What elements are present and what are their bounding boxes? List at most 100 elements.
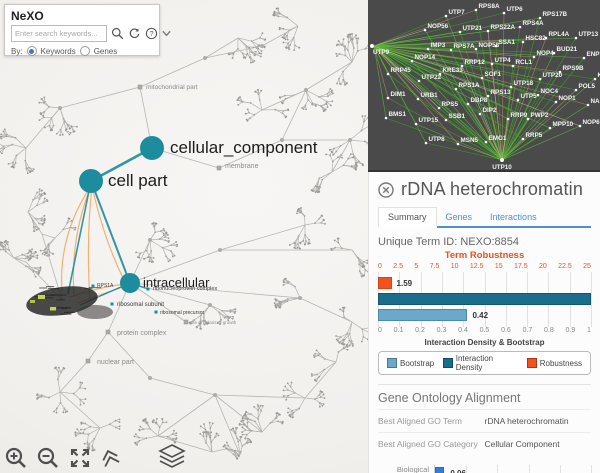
- gene-label[interactable]: UTP21: [463, 25, 483, 32]
- term-node[interactable]: [183, 319, 189, 325]
- gene-node[interactable]: [444, 14, 448, 18]
- gene-node[interactable]: [502, 11, 506, 15]
- gene-node[interactable]: [526, 117, 530, 121]
- gene-node[interactable]: [456, 142, 460, 146]
- gene-node[interactable]: [454, 87, 458, 91]
- gene-node[interactable]: [554, 100, 558, 104]
- gene-label[interactable]: RCL1: [516, 59, 533, 66]
- gene-node[interactable]: [593, 77, 597, 81]
- gene-label[interactable]: UTP9: [373, 49, 390, 56]
- gene-label[interactable]: BUD21: [557, 46, 578, 53]
- gene-label[interactable]: NOP1: [559, 95, 577, 102]
- gene-node[interactable]: [574, 88, 578, 92]
- tab-genes[interactable]: Genes: [445, 212, 473, 222]
- gene-network-canvas[interactable]: UTP9 UTP7 RPS8A UTP6 RPS17B NOP56 UTP21 RPS22A R…: [368, 0, 600, 171]
- gene-node[interactable]: [478, 112, 482, 116]
- gene-label[interactable]: SSA1: [499, 39, 516, 46]
- term-label[interactable]: cell part: [108, 171, 168, 190]
- gene-label[interactable]: RPS1A: [459, 82, 480, 89]
- gene-label[interactable]: ENP1: [587, 51, 600, 58]
- gene-node[interactable]: [544, 36, 548, 40]
- gene-label[interactable]: RPS13: [491, 89, 511, 96]
- tab-summary[interactable]: Summary: [378, 207, 437, 228]
- gene-label[interactable]: KRE33: [443, 67, 464, 74]
- gene-node[interactable]: [460, 64, 464, 68]
- gene-label[interactable]: RPS17B: [543, 11, 568, 18]
- gene-label[interactable]: URB1: [421, 92, 439, 99]
- gene-label[interactable]: NOP56: [428, 23, 449, 30]
- gene-label[interactable]: DBP8: [471, 97, 488, 104]
- gene-label[interactable]: NOP4: [537, 50, 555, 57]
- term-node[interactable]: [85, 358, 91, 364]
- gene-node[interactable]: [386, 72, 390, 76]
- gene-label[interactable]: SOF1: [485, 71, 502, 78]
- term-node[interactable]: [146, 287, 150, 291]
- gene-node[interactable]: [484, 140, 488, 144]
- gene-label[interactable]: EMG1: [489, 135, 507, 142]
- gene-node[interactable]: [582, 56, 586, 60]
- gene-node[interactable]: [586, 103, 590, 107]
- term-node[interactable]: [137, 84, 143, 90]
- term-node[interactable]: [120, 273, 140, 293]
- gene-label[interactable]: HSC82: [526, 35, 547, 42]
- gene-label[interactable]: DIM1: [391, 91, 407, 98]
- gene-label[interactable]: UTP18: [514, 80, 534, 87]
- gene-node[interactable]: [518, 25, 522, 29]
- gene-label[interactable]: RPS22A: [491, 24, 516, 31]
- gene-label[interactable]: DIP2: [483, 107, 497, 114]
- gene-node[interactable]: [423, 28, 427, 32]
- term-node[interactable]: [216, 165, 222, 171]
- gene-node[interactable]: [521, 137, 525, 141]
- gene-label[interactable]: RRP9: [511, 112, 528, 119]
- gene-label[interactable]: UTP6: [507, 6, 524, 13]
- gene-label[interactable]: POL5: [579, 83, 596, 90]
- gene-label[interactable]: UTP13: [579, 31, 599, 38]
- zoom-out-button[interactable]: [36, 446, 60, 473]
- fit-screen-button[interactable]: [68, 446, 92, 473]
- term-label[interactable]: ribonucleoprotein complex: [153, 286, 217, 292]
- gene-node[interactable]: [416, 97, 420, 101]
- close-icon[interactable]: [378, 181, 394, 198]
- gene-node[interactable]: [486, 29, 490, 33]
- gene-label[interactable]: UTP7: [449, 9, 466, 16]
- term-node[interactable]: [110, 302, 114, 306]
- term-label[interactable]: nuclear part: [97, 359, 134, 366]
- gene-label[interactable]: RRP12: [465, 59, 486, 66]
- gene-node[interactable]: [449, 48, 453, 52]
- gene-label[interactable]: PWP2: [531, 112, 549, 119]
- gene-label[interactable]: UTP20: [543, 72, 563, 79]
- gene-node[interactable]: [516, 98, 520, 102]
- gene-label[interactable]: NOP14: [415, 54, 436, 61]
- search-input[interactable]: [11, 25, 107, 42]
- term-label[interactable]: ribosomal precursor: [160, 310, 205, 316]
- gene-node[interactable]: [410, 59, 414, 63]
- gene-node[interactable]: [538, 16, 542, 20]
- gene-label[interactable]: SSB1: [449, 113, 466, 120]
- search-icon[interactable]: [111, 27, 124, 40]
- gene-label[interactable]: RPS7A: [454, 43, 475, 50]
- term-label[interactable]: protein complex: [117, 330, 167, 337]
- gene-node[interactable]: [474, 47, 478, 51]
- zoom-in-button[interactable]: [4, 446, 28, 473]
- gene-label[interactable]: UTP5: [521, 93, 538, 100]
- gene-node[interactable]: [486, 94, 490, 98]
- term-node[interactable]: [154, 310, 158, 314]
- gene-node[interactable]: [538, 77, 542, 81]
- gene-node[interactable]: [444, 118, 448, 122]
- gene-label[interactable]: RRP5: [526, 132, 543, 139]
- term-label[interactable]: mitochondrial part: [146, 84, 198, 91]
- term-node[interactable]: [91, 284, 95, 288]
- gene-label[interactable]: NOC4: [541, 88, 559, 95]
- gene-node[interactable]: [578, 124, 582, 128]
- gene-node[interactable]: [574, 36, 578, 40]
- layers-icon[interactable]: [158, 444, 186, 473]
- gene-node[interactable]: [480, 76, 484, 80]
- gene-node[interactable]: [552, 51, 556, 55]
- term-label[interactable]: ribosomal subunit: [117, 302, 164, 308]
- gene-node[interactable]: [438, 72, 442, 76]
- gene-label[interactable]: NOP6: [583, 119, 600, 126]
- term-node[interactable]: [140, 136, 164, 160]
- gene-label[interactable]: UTP22: [422, 74, 442, 81]
- term-label[interactable]: membrane: [225, 163, 259, 170]
- term-label[interactable]: cellular_component: [170, 138, 318, 157]
